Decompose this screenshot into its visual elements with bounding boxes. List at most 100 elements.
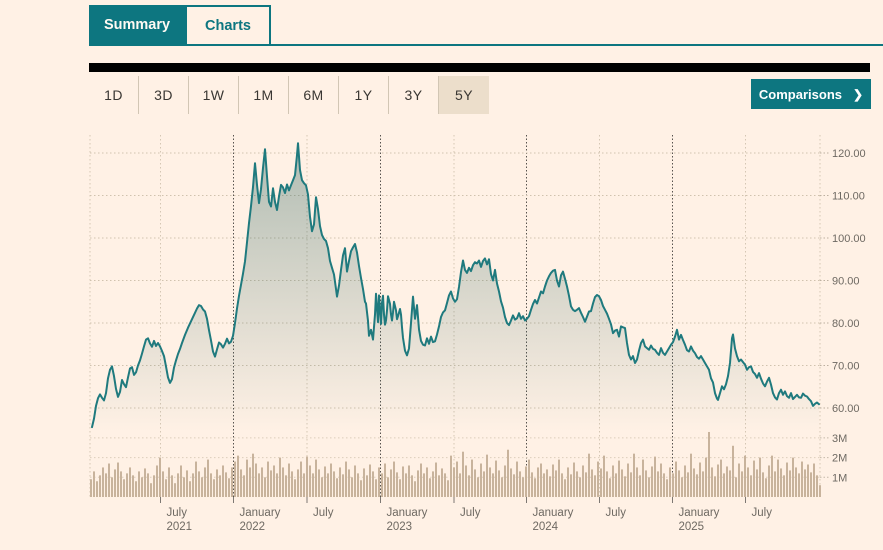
volume-bar [594, 475, 596, 497]
volume-bar [801, 461, 803, 497]
volume-bar [792, 457, 794, 497]
range-button-3d[interactable]: 3D [139, 76, 189, 114]
volume-bar [597, 461, 599, 497]
volume-bar [276, 473, 278, 497]
volume-bar [339, 467, 341, 497]
volume-bar [756, 469, 758, 497]
volume-bar [504, 465, 506, 497]
range-button-5y[interactable]: 5Y [439, 76, 489, 114]
x-axis-year-label: 2023 [387, 521, 413, 533]
volume-bar [543, 473, 545, 497]
volume-bar [498, 470, 500, 497]
volume-bar [468, 475, 470, 497]
volume-bar [807, 464, 809, 497]
volume-bar [183, 477, 185, 497]
volume-axis-label: 2M [832, 453, 847, 465]
x-axis-label: January [533, 507, 574, 519]
volume-bar [816, 475, 818, 497]
volume-bar [123, 479, 125, 497]
volume-bar [615, 473, 617, 497]
volume-bar [177, 473, 179, 497]
volume-bar [762, 472, 764, 497]
volume-bar [99, 475, 101, 497]
x-axis-label: July [460, 507, 481, 519]
volume-bar [645, 470, 647, 497]
volume-bar [783, 475, 785, 497]
volume-bar [318, 469, 320, 497]
volume-bar [132, 475, 134, 497]
tab-summary[interactable]: Summary [89, 5, 185, 44]
volume-bar [168, 467, 170, 497]
volume-bar [93, 471, 95, 497]
volume-bar [657, 471, 659, 497]
range-button-6m[interactable]: 6M [289, 76, 339, 114]
volume-bar [264, 477, 266, 497]
volume-bar [810, 472, 812, 497]
volume-bar [639, 475, 641, 497]
volume-bar [651, 466, 653, 497]
volume-bar [666, 479, 668, 497]
range-button-1d[interactable]: 1D [89, 76, 139, 114]
volume-bar [744, 455, 746, 497]
x-axis-year-label: 2025 [679, 521, 705, 533]
volume-bar [720, 459, 722, 497]
range-button-1y[interactable]: 1Y [339, 76, 389, 114]
volume-bar [126, 473, 128, 497]
price-axis-label: 120.00 [832, 148, 866, 160]
volume-bar [696, 474, 698, 497]
volume-bar [213, 479, 215, 497]
volume-bar [804, 469, 806, 497]
volume-bar [285, 475, 287, 497]
volume-bar [204, 467, 206, 497]
volume-bar [348, 469, 350, 497]
range-button-1m[interactable]: 1M [239, 76, 289, 114]
volume-bar [291, 471, 293, 497]
volume-bar [210, 473, 212, 497]
x-axis-label: January [679, 507, 720, 519]
volume-bar [219, 475, 221, 497]
volume-bar [516, 461, 518, 497]
volume-bar [180, 465, 182, 497]
volume-bar [546, 469, 548, 497]
volume-bar [381, 473, 383, 497]
range-button-3y[interactable]: 3Y [389, 76, 439, 114]
volume-bar [573, 462, 575, 497]
comparisons-button[interactable]: Comparisons ❯ [751, 79, 871, 109]
tab-charts[interactable]: Charts [185, 5, 271, 44]
volume-bar [561, 473, 563, 497]
volume-bar [600, 468, 602, 497]
volume-bar [309, 465, 311, 497]
volume-bar [171, 475, 173, 497]
volume-bar [672, 473, 674, 497]
volume-bar [384, 463, 386, 497]
volume-bar [111, 477, 113, 497]
volume-bar [342, 474, 344, 497]
price-axis-label: 100.00 [832, 233, 866, 245]
volume-bar [423, 473, 425, 497]
volume-bar [702, 471, 704, 497]
volume-bar [198, 471, 200, 497]
volume-bar [315, 459, 317, 497]
volume-bar [399, 479, 401, 497]
price-axis-label: 80.00 [832, 318, 860, 330]
volume-bar [336, 478, 338, 497]
volume-bar [153, 475, 155, 497]
volume-bar [402, 466, 404, 497]
volume-bar [798, 473, 800, 497]
volume-bar [450, 455, 452, 497]
volume-bar [387, 477, 389, 497]
volume-bar [621, 469, 623, 497]
volume-bar [795, 467, 797, 497]
volume-bar [537, 467, 539, 497]
x-axis-label: July [313, 507, 334, 519]
volume-bar [255, 463, 257, 497]
volume-bar [312, 473, 314, 497]
range-button-1w[interactable]: 1W [189, 76, 239, 114]
volume-bar [360, 480, 362, 497]
volume-bar [435, 462, 437, 497]
volume-bar [297, 469, 299, 497]
volume-bar [606, 471, 608, 497]
x-axis-label: July [606, 507, 627, 519]
volume-bar [261, 467, 263, 497]
volume-bar [777, 459, 779, 497]
